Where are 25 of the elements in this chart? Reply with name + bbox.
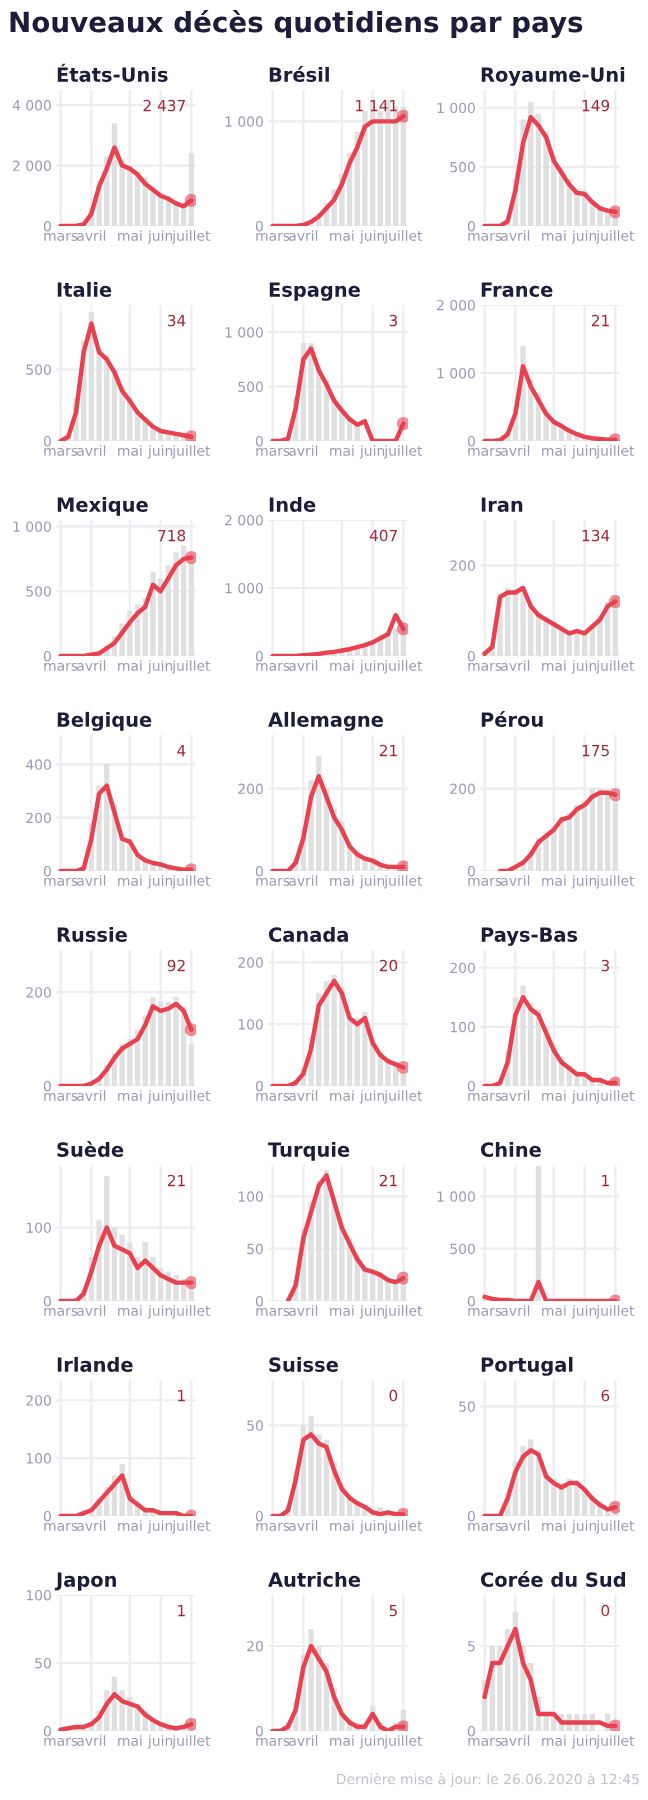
chart-title: Turquie (268, 1141, 350, 1161)
chart-title: Royaume-Uni (481, 66, 625, 86)
chart-title: Espagne (269, 282, 360, 301)
chart-title: Iran (481, 497, 523, 512)
chart-title: Brésil (269, 66, 329, 82)
chart-title: Russie (57, 926, 127, 942)
chart-title: Japon (54, 1572, 116, 1591)
chart-title: Pays-Bas (481, 927, 578, 946)
chart-title: Autriche (268, 1571, 361, 1587)
text: Nouveaux décès quotidiens par pays (10, 9, 583, 39)
chart-title: Portugal (481, 1356, 573, 1376)
chart-title: Suisse (269, 1356, 338, 1372)
chart-title: Irlande (57, 1356, 133, 1372)
chart-title: Suède (57, 1141, 124, 1157)
chart-title: Inde (269, 496, 316, 512)
chart-title: États-Unis (57, 63, 168, 82)
chart-title: Italie (57, 281, 112, 297)
chart-title: Corée du Sud (480, 1571, 626, 1587)
chart-title: France (481, 282, 553, 297)
chart-title: Canada (268, 926, 348, 942)
chart-title: Belgique (57, 711, 152, 731)
chart-title: Chine (480, 1141, 541, 1157)
chart-title: Allemagne (268, 711, 383, 731)
chart-title: Mexique (57, 496, 148, 516)
chart-title: Pérou (481, 711, 543, 727)
